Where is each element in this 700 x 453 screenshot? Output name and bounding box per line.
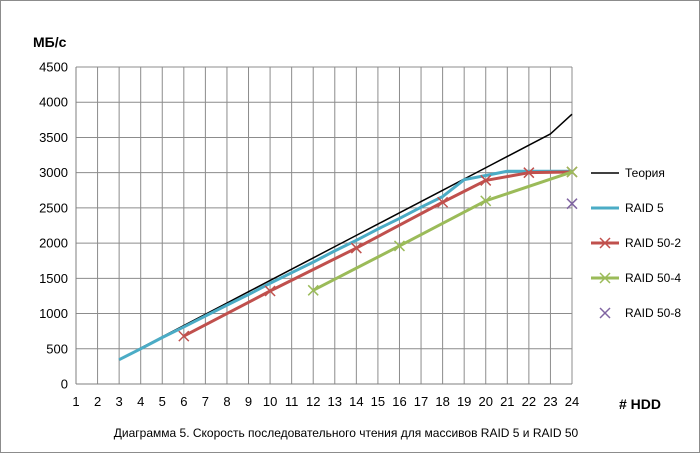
data-point [566, 198, 578, 210]
y-tick-label: 3500 [39, 130, 68, 145]
series-raid-50-8 [566, 198, 578, 210]
marker-stroke [437, 196, 449, 208]
x-tick-label: 7 [202, 394, 209, 409]
series-line [312, 170, 573, 292]
legend-item: RAID 50-2 [591, 236, 681, 250]
x-tick-label: 15 [371, 394, 385, 409]
marker-stroke [264, 285, 276, 297]
grid [75, 66, 573, 385]
marker-stroke [599, 272, 611, 284]
legend-label: RAID 50-8 [625, 306, 681, 320]
y-tick-label: 4500 [39, 60, 68, 75]
x-tick-label: 21 [500, 394, 514, 409]
marker-stroke [307, 284, 319, 296]
y-tick-label: 1500 [39, 271, 68, 286]
legend-label: RAID 50-4 [625, 271, 681, 285]
legend-item: RAID 5 [591, 201, 664, 215]
series-raid-5 [118, 169, 572, 362]
series-raid-50-4 [307, 166, 578, 296]
y-axis-title: МБ/с [33, 34, 67, 50]
series-layer [118, 113, 578, 362]
marker-stroke [566, 198, 578, 210]
marker-stroke [599, 237, 611, 249]
x-tick-label: 14 [349, 394, 363, 409]
data-point [178, 330, 190, 342]
marker-stroke [480, 195, 492, 207]
x-tick-label: 22 [522, 394, 536, 409]
legend-item: RAID 50-4 [591, 271, 681, 285]
marker-stroke [566, 166, 578, 178]
x-tick-label: 8 [223, 394, 230, 409]
series-line [118, 113, 573, 361]
legend-marker [599, 237, 611, 249]
y-tick-label: 500 [46, 341, 68, 356]
x-tick-label: 13 [328, 394, 342, 409]
y-tick-label: 3000 [39, 165, 68, 180]
series-теория [118, 113, 573, 361]
x-tick-label: 20 [479, 394, 493, 409]
x-tick-label: 16 [392, 394, 406, 409]
x-tick-label: 1 [72, 394, 79, 409]
data-point [523, 167, 535, 179]
x-tick-label: 2 [94, 394, 101, 409]
marker-stroke [599, 307, 611, 319]
x-tick-label: 23 [543, 394, 557, 409]
x-tick-label: 5 [159, 394, 166, 409]
x-tick-label: 10 [263, 394, 277, 409]
y-tick-label: 2500 [39, 200, 68, 215]
legend-label: Теория [625, 166, 665, 180]
chart-caption: Диаграмма 5. Скорость последовательного … [114, 426, 579, 440]
y-tick-label: 1000 [39, 306, 68, 321]
legend-label: RAID 50-2 [625, 236, 681, 250]
x-tick-label: 17 [414, 394, 428, 409]
y-tick-label: 4000 [39, 95, 68, 110]
x-axis-title: # HDD [619, 396, 661, 412]
legend-label: RAID 5 [625, 201, 664, 215]
data-point [566, 166, 578, 178]
x-tick-label: 19 [457, 394, 471, 409]
data-point [480, 174, 492, 186]
marker-stroke [480, 174, 492, 186]
x-tick-label: 24 [565, 394, 579, 409]
legend-item: Теория [591, 166, 665, 180]
legend: Теория RAID 5 RAID 50-2 RAID 50-4 RAID 50-8 [591, 166, 681, 320]
x-tick-label: 9 [245, 394, 252, 409]
data-point [480, 195, 492, 207]
marker-stroke [350, 242, 362, 254]
y-tick-label: 0 [61, 377, 68, 392]
data-point [350, 242, 362, 254]
legend-marker [599, 307, 611, 319]
legend-marker [599, 272, 611, 284]
marker-stroke [393, 240, 406, 252]
x-tick-label: 12 [306, 394, 320, 409]
series-line [118, 169, 572, 362]
x-tick-label: 11 [285, 394, 299, 409]
marker-stroke [178, 330, 190, 342]
data-point [393, 240, 406, 252]
data-point [307, 284, 319, 296]
data-point [437, 196, 449, 208]
x-tick-label: 4 [137, 394, 144, 409]
x-tick-label: 6 [180, 394, 187, 409]
data-point [264, 285, 276, 297]
marker-stroke [523, 167, 535, 179]
y-tick-label: 2000 [39, 236, 68, 251]
legend-item: RAID 50-8 [599, 306, 681, 320]
x-tick-label: 18 [435, 394, 449, 409]
x-tick-label: 3 [116, 394, 123, 409]
